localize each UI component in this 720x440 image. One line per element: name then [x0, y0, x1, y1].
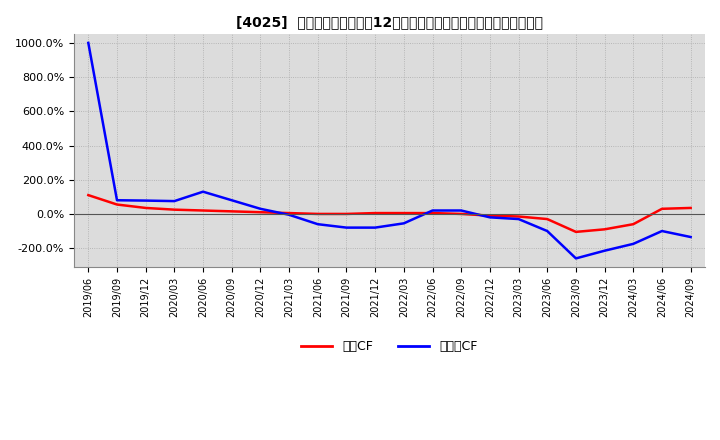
- 営業CF: [84, 192, 93, 198]
- フリーCF: [686, 235, 695, 240]
- 営業CF: [485, 213, 494, 218]
- 営業CF: [572, 229, 580, 235]
- フリーCF: [400, 221, 408, 226]
- フリーCF: [313, 222, 322, 227]
- 営業CF: [514, 214, 523, 219]
- Title: [4025]  キャッシュフローの12か月移動合計の対前年同期増減率の推移: [4025] キャッシュフローの12か月移動合計の対前年同期増減率の推移: [236, 15, 543, 29]
- 営業CF: [285, 210, 294, 216]
- フリーCF: [285, 212, 294, 217]
- 営業CF: [657, 206, 666, 212]
- Line: 営業CF: 営業CF: [89, 195, 690, 232]
- 営業CF: [428, 210, 437, 216]
- 営業CF: [371, 210, 379, 216]
- 営業CF: [400, 210, 408, 216]
- 営業CF: [199, 208, 207, 213]
- フリーCF: [228, 198, 236, 203]
- 営業CF: [543, 216, 552, 222]
- フリーCF: [629, 241, 638, 246]
- フリーCF: [485, 215, 494, 220]
- フリーCF: [543, 228, 552, 234]
- 営業CF: [256, 209, 265, 215]
- 営業CF: [112, 202, 121, 207]
- フリーCF: [657, 228, 666, 234]
- フリーCF: [428, 208, 437, 213]
- フリーCF: [342, 225, 351, 230]
- フリーCF: [371, 225, 379, 230]
- フリーCF: [112, 198, 121, 203]
- 営業CF: [141, 205, 150, 211]
- 営業CF: [629, 222, 638, 227]
- 営業CF: [228, 209, 236, 214]
- フリーCF: [199, 189, 207, 194]
- 営業CF: [600, 227, 609, 232]
- フリーCF: [457, 208, 466, 213]
- フリーCF: [141, 198, 150, 203]
- Line: フリーCF: フリーCF: [89, 43, 690, 258]
- 営業CF: [170, 207, 179, 212]
- フリーCF: [84, 40, 93, 45]
- 営業CF: [342, 211, 351, 216]
- フリーCF: [514, 216, 523, 222]
- フリーCF: [170, 198, 179, 204]
- Legend: 営業CF, フリーCF: 営業CF, フリーCF: [296, 335, 483, 359]
- フリーCF: [572, 256, 580, 261]
- フリーCF: [256, 206, 265, 212]
- フリーCF: [600, 248, 609, 253]
- 営業CF: [457, 211, 466, 216]
- 営業CF: [686, 205, 695, 211]
- 営業CF: [313, 211, 322, 216]
